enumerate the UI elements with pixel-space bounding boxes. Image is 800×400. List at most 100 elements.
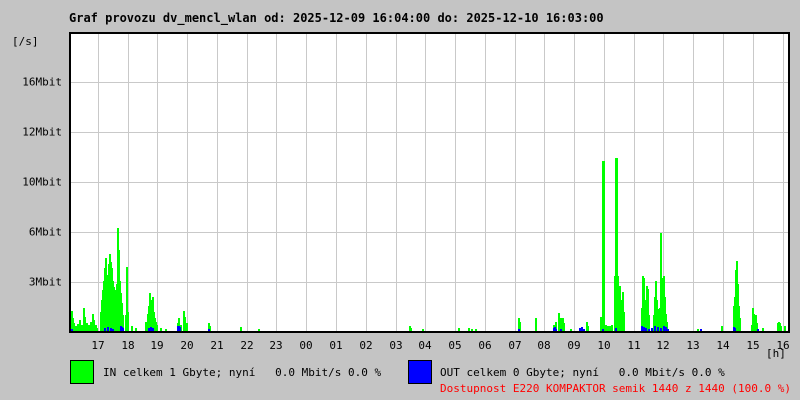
x-tick-label: 05 bbox=[448, 339, 462, 352]
out-bar bbox=[152, 328, 154, 331]
x-tick-label: 15 bbox=[746, 339, 760, 352]
in-bar bbox=[660, 233, 662, 331]
out-bar bbox=[104, 328, 106, 331]
in-bar bbox=[647, 289, 649, 331]
in-bar bbox=[519, 322, 521, 331]
x-tick-label: 21 bbox=[210, 339, 224, 352]
in-bar bbox=[240, 327, 242, 331]
in-bar bbox=[616, 158, 618, 331]
x-tick-label: 11 bbox=[627, 339, 641, 352]
y-axis-unit-label: [/s] bbox=[12, 35, 39, 48]
in-bar bbox=[127, 312, 129, 331]
out-bar bbox=[602, 329, 604, 331]
out-bar bbox=[615, 328, 617, 331]
in-bar bbox=[184, 317, 186, 331]
out-bar bbox=[757, 329, 759, 331]
in-bar bbox=[784, 326, 786, 331]
in-bar bbox=[617, 276, 619, 331]
in-bar bbox=[209, 326, 211, 331]
x-tick-label: 17 bbox=[91, 339, 105, 352]
grid-hline bbox=[71, 82, 788, 83]
in-bar bbox=[609, 326, 611, 331]
in-bar bbox=[666, 322, 668, 331]
in-bar bbox=[780, 326, 782, 331]
in-bar bbox=[471, 329, 473, 331]
in-bar bbox=[762, 328, 764, 331]
x-tick-label: 06 bbox=[478, 339, 492, 352]
in-bar bbox=[75, 326, 77, 331]
out-bar bbox=[734, 328, 736, 331]
in-bar bbox=[648, 315, 650, 331]
legend-in-swatch bbox=[70, 360, 94, 384]
in-bar bbox=[611, 325, 613, 331]
out-bar bbox=[581, 327, 583, 331]
in-bar bbox=[570, 329, 572, 331]
in-bar bbox=[122, 315, 124, 331]
x-tick-label: 22 bbox=[240, 339, 254, 352]
out-bar bbox=[71, 329, 73, 331]
in-bar bbox=[558, 313, 560, 331]
grid-hline bbox=[71, 232, 788, 233]
in-bar bbox=[620, 300, 622, 331]
page-title: Graf provozu dv_mencl_wlan od: 2025-12-0… bbox=[69, 11, 604, 25]
out-bar bbox=[583, 329, 585, 331]
out-bar bbox=[122, 328, 124, 331]
out-bar bbox=[150, 327, 152, 331]
in-bar bbox=[96, 328, 98, 331]
x-tick-label: 04 bbox=[418, 339, 432, 352]
x-tick-label: 08 bbox=[537, 339, 551, 352]
x-tick-label: 23 bbox=[269, 339, 283, 352]
in-bar bbox=[180, 325, 182, 331]
in-bar bbox=[739, 318, 741, 331]
in-bar bbox=[623, 312, 625, 331]
legend-out-label: OUT celkem 0 Gbyte; nyní 0.0 Mbit/s 0.0 … bbox=[440, 366, 725, 379]
x-tick-label: 00 bbox=[299, 339, 313, 352]
in-bar bbox=[458, 328, 460, 331]
out-bar bbox=[663, 326, 665, 331]
out-bar bbox=[648, 329, 650, 331]
availability-text: Dostupnost E220 KOMPAKTOR semik 1440 z 1… bbox=[440, 382, 791, 395]
in-bar bbox=[603, 161, 605, 331]
out-bar bbox=[641, 326, 643, 331]
out-bar bbox=[700, 329, 702, 331]
in-bar bbox=[258, 329, 260, 331]
in-bar bbox=[165, 329, 167, 331]
in-bar bbox=[555, 322, 557, 331]
out-bar bbox=[179, 327, 181, 331]
out-bar bbox=[667, 329, 669, 331]
in-bar bbox=[156, 325, 158, 331]
in-bar bbox=[135, 328, 137, 331]
in-bar bbox=[88, 325, 90, 331]
in-bar bbox=[84, 317, 86, 331]
in-bar bbox=[131, 326, 133, 331]
x-axis-unit-label: [h] bbox=[766, 347, 786, 360]
out-bar bbox=[645, 328, 647, 331]
grid-hline bbox=[71, 132, 788, 133]
in-bar bbox=[422, 329, 424, 331]
in-bar bbox=[93, 320, 95, 331]
in-bar bbox=[697, 329, 699, 331]
grid-hline bbox=[71, 182, 788, 183]
x-tick-label: 16 bbox=[776, 339, 790, 352]
in-bar bbox=[126, 267, 128, 331]
out-bar bbox=[657, 327, 659, 331]
x-tick-label: 09 bbox=[567, 339, 581, 352]
in-bar bbox=[721, 326, 723, 331]
plot-area bbox=[71, 34, 788, 331]
x-tick-label: 12 bbox=[656, 339, 670, 352]
y-tick-label: 3Mbit bbox=[28, 275, 62, 289]
in-bar bbox=[145, 322, 147, 331]
out-bar bbox=[651, 328, 653, 331]
out-bar bbox=[665, 327, 667, 331]
legend-out-swatch bbox=[408, 360, 432, 384]
y-tick-label: 12Mbit bbox=[22, 125, 62, 139]
out-bar bbox=[208, 329, 210, 331]
x-tick-label: 02 bbox=[359, 339, 373, 352]
in-bar bbox=[607, 326, 609, 331]
in-bar bbox=[178, 318, 180, 331]
plot-frame bbox=[69, 32, 790, 333]
in-bar bbox=[77, 324, 79, 331]
grid-hline bbox=[71, 282, 788, 283]
x-tick-label: 01 bbox=[329, 339, 343, 352]
